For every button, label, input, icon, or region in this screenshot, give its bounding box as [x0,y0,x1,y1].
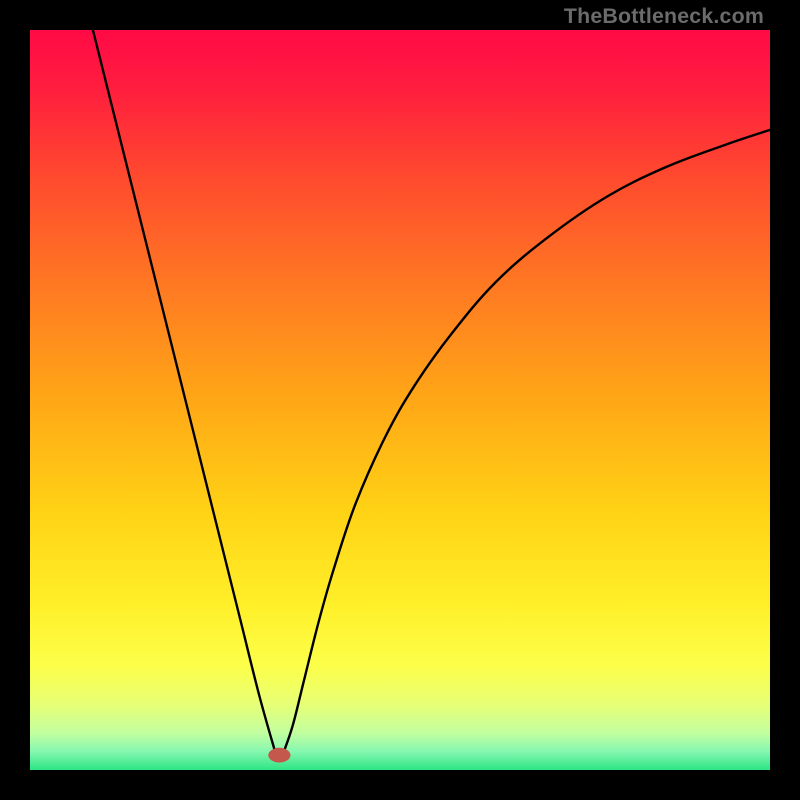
chart-frame: TheBottleneck.com [0,0,800,800]
plot-area [30,30,770,770]
watermark-text: TheBottleneck.com [564,4,764,29]
minimum-marker [268,748,290,763]
plot-svg [30,30,770,770]
gradient-background [30,30,770,770]
